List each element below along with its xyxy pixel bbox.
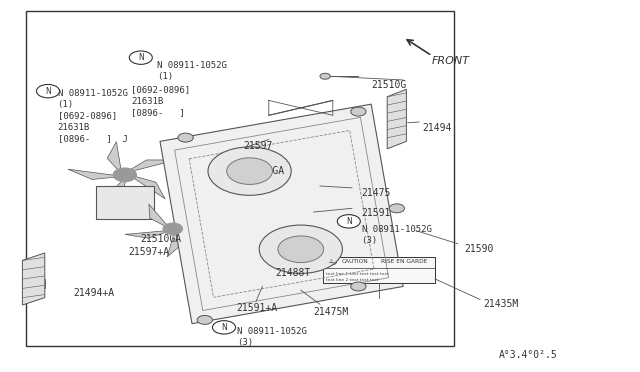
Circle shape: [326, 259, 337, 265]
Polygon shape: [125, 230, 172, 238]
Text: CAUTION: CAUTION: [341, 259, 368, 264]
Polygon shape: [107, 142, 122, 174]
Circle shape: [129, 51, 152, 64]
Text: 21597+A: 21597+A: [128, 247, 169, 257]
Circle shape: [212, 321, 236, 334]
Text: N: N: [346, 217, 351, 226]
Text: 21488T: 21488T: [275, 268, 310, 278]
Text: 21475M: 21475M: [314, 307, 349, 317]
Polygon shape: [160, 104, 403, 324]
Text: N 08911-1052G
(1)
[0692-0896]
21631B
[0896-   ]  J: N 08911-1052G (1) [0692-0896] 21631B [08…: [58, 89, 127, 143]
Text: FRONT: FRONT: [432, 56, 470, 66]
Text: 21435M: 21435M: [483, 299, 518, 310]
Circle shape: [337, 215, 360, 228]
Text: N: N: [221, 323, 227, 332]
Circle shape: [197, 315, 212, 324]
Polygon shape: [175, 228, 217, 241]
Text: 21510GA: 21510GA: [243, 166, 284, 176]
Text: 21590: 21590: [464, 244, 493, 254]
Polygon shape: [387, 89, 406, 149]
Polygon shape: [149, 204, 170, 229]
Circle shape: [259, 225, 342, 273]
Text: 21475: 21475: [362, 188, 391, 198]
Circle shape: [227, 158, 273, 185]
Text: 21510GA: 21510GA: [141, 234, 182, 244]
Text: N: N: [45, 87, 51, 96]
Polygon shape: [68, 169, 123, 179]
Text: [0692-0896]
21631B
[0896-   ]: [0692-0896] 21631B [0896- ]: [131, 86, 190, 117]
Circle shape: [389, 204, 404, 213]
Circle shape: [208, 147, 291, 195]
Polygon shape: [98, 176, 127, 205]
Circle shape: [36, 84, 60, 98]
Polygon shape: [172, 208, 205, 227]
Circle shape: [320, 73, 330, 79]
Circle shape: [278, 236, 324, 263]
Text: N: N: [138, 53, 143, 62]
Text: N 08911-1052G
(3): N 08911-1052G (3): [237, 327, 307, 347]
FancyBboxPatch shape: [323, 257, 435, 283]
Text: 21494+A: 21494+A: [74, 288, 115, 298]
Circle shape: [351, 107, 366, 116]
Text: ⚠: ⚠: [329, 259, 334, 264]
Text: 21597: 21597: [243, 141, 273, 151]
Bar: [96, 186, 154, 219]
Polygon shape: [125, 160, 177, 173]
Text: text line 1 text text text text: text line 1 text text text text: [326, 272, 389, 276]
Polygon shape: [167, 230, 180, 257]
Text: 21494: 21494: [422, 123, 452, 133]
Text: 21591: 21591: [362, 208, 391, 218]
Circle shape: [178, 133, 193, 142]
Circle shape: [113, 168, 136, 182]
Bar: [26, 11, 454, 346]
Text: 21510G: 21510G: [371, 80, 406, 90]
Polygon shape: [128, 174, 165, 199]
Text: 21591+A: 21591+A: [237, 303, 278, 313]
Text: N 08911-1052G
(1): N 08911-1052G (1): [157, 61, 227, 81]
Text: text line 2 text text text: text line 2 text text text: [326, 278, 379, 282]
Polygon shape: [22, 253, 45, 305]
Text: RISE EN GARDE: RISE EN GARDE: [381, 259, 427, 264]
Circle shape: [351, 282, 366, 291]
Text: N 08911-1052G
(3): N 08911-1052G (3): [362, 225, 431, 245]
Text: A°3.4°0².5: A°3.4°0².5: [499, 350, 558, 360]
Circle shape: [163, 223, 182, 234]
